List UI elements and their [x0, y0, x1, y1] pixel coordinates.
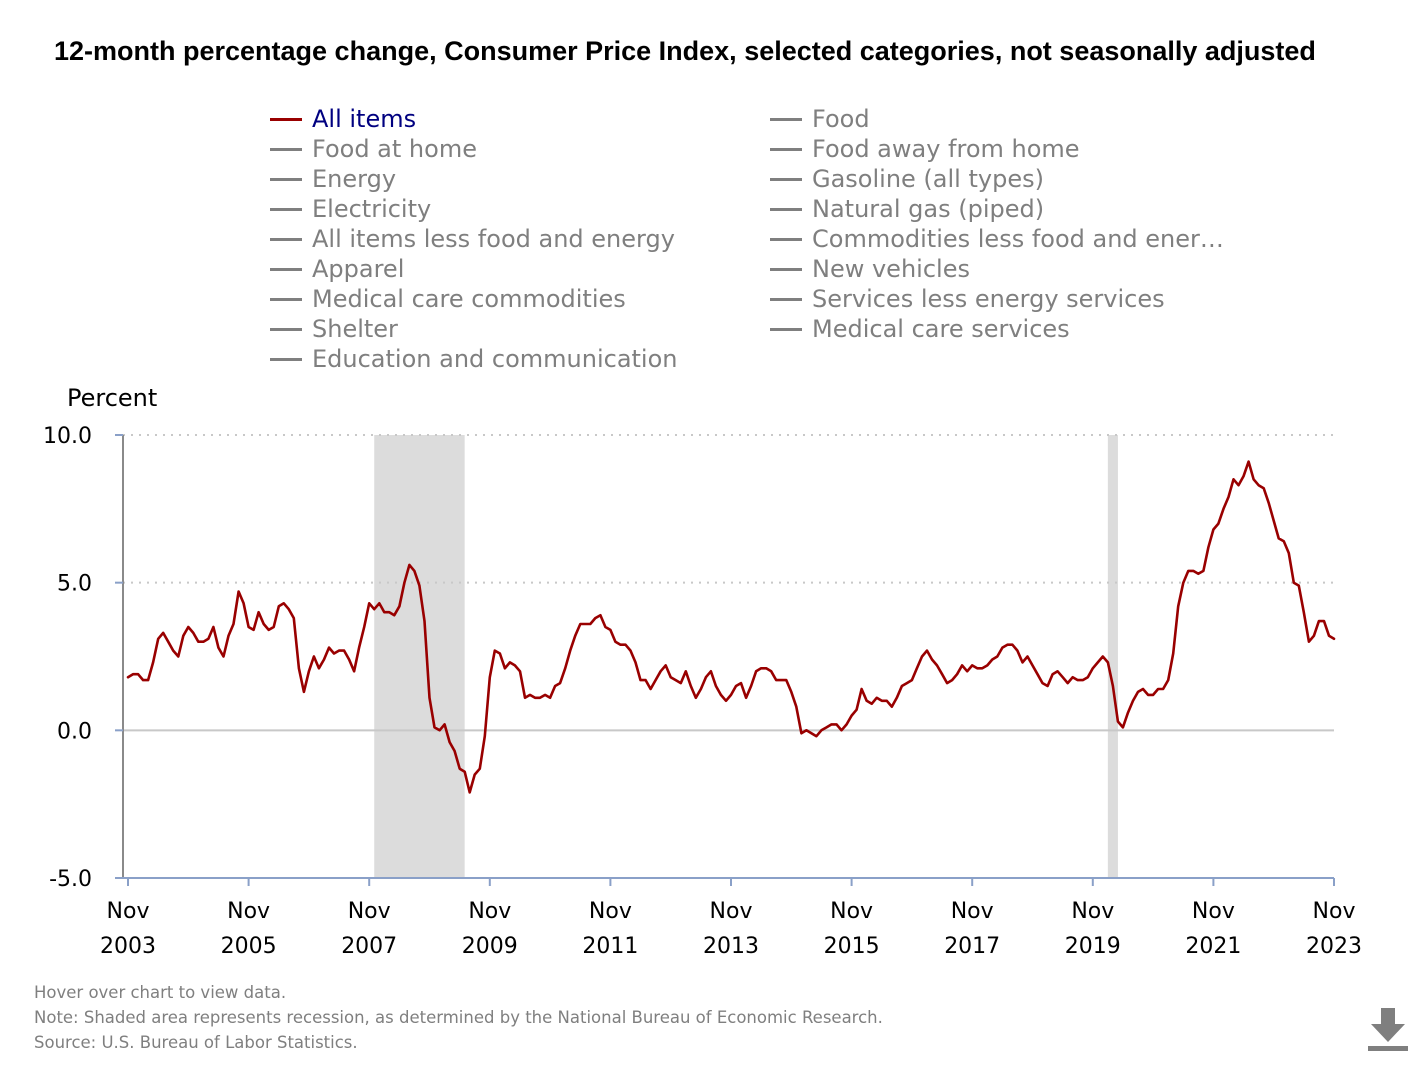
x-tick-year: 2005	[221, 934, 277, 959]
recession-note: Note: Shaded area represents recession, …	[34, 1008, 883, 1027]
download-icon	[1368, 1008, 1408, 1051]
recession-shading	[374, 435, 1118, 878]
legend-label: Food at home	[312, 135, 477, 163]
legend-swatch	[270, 267, 302, 271]
legend-item[interactable]: Medical care commodities	[270, 284, 626, 314]
legend-item[interactable]: Food away from home	[770, 134, 1080, 164]
legend-label: Gasoline (all types)	[812, 165, 1044, 193]
y-axis-ticks: 10.0 5.0 0.0 -5.0	[43, 424, 123, 892]
legend-label: Medical care commodities	[312, 285, 626, 313]
y-axis-label: Percent	[67, 384, 157, 412]
x-tick-year: 2021	[1185, 934, 1241, 959]
x-tick-month: Nov	[348, 899, 391, 924]
legend-item[interactable]: Shelter	[270, 314, 398, 344]
legend-item[interactable]: Natural gas (piped)	[770, 194, 1044, 224]
hover-note: Hover over chart to view data.	[34, 983, 287, 1002]
legend-label: All items less food and energy	[312, 225, 675, 253]
legend-item[interactable]: Apparel	[270, 254, 404, 284]
legend-swatch	[270, 297, 302, 301]
legend-swatch	[270, 117, 302, 121]
download-button[interactable]	[1366, 1006, 1410, 1052]
y-tick-label: 10.0	[43, 424, 92, 449]
legend-swatch	[770, 117, 802, 121]
x-tick-year: 2023	[1306, 934, 1362, 959]
recession-band	[1107, 435, 1118, 878]
legend-swatch	[770, 237, 802, 241]
legend-label: Services less energy services	[812, 285, 1165, 313]
chart-notes: Hover over chart to view data. Note: Sha…	[34, 980, 883, 1055]
legend-swatch	[270, 327, 302, 331]
line-chart[interactable]: Percent 10.05.00.0-5.0 Nov2003Nov2005Nov…	[0, 380, 1428, 980]
x-tick-month: Nov	[227, 899, 270, 924]
legend-label: Shelter	[312, 315, 398, 343]
legend-label: Apparel	[312, 255, 405, 283]
legend-label: Electricity	[312, 195, 432, 223]
legend-item[interactable]: New vehicles	[770, 254, 970, 284]
legend-item[interactable]: Food at home	[270, 134, 477, 164]
legend-label: Food away from home	[812, 135, 1080, 163]
legend-item[interactable]: All items less food and energy	[270, 224, 675, 254]
x-tick-month: Nov	[589, 899, 632, 924]
legend-item[interactable]: Food	[770, 104, 870, 134]
legend-swatch	[770, 297, 802, 301]
x-tick-month: Nov	[1192, 899, 1235, 924]
legend-swatch	[770, 177, 802, 181]
legend-swatch	[770, 147, 802, 151]
x-tick-year: 2011	[582, 934, 638, 959]
x-tick-month: Nov	[1313, 899, 1356, 924]
x-tick-year: 2017	[944, 934, 1000, 959]
legend-item[interactable]: Gasoline (all types)	[770, 164, 1044, 194]
legend-label: All items	[312, 105, 417, 133]
legend-label: Food	[812, 105, 870, 133]
x-tick-month: Nov	[710, 899, 753, 924]
y-tick-label: 0.0	[57, 719, 92, 744]
source-note: Source: U.S. Bureau of Labor Statistics.	[34, 1033, 358, 1052]
x-tick-year: 2009	[462, 934, 518, 959]
x-tick-month: Nov	[468, 899, 511, 924]
legend-swatch	[270, 177, 302, 181]
legend-swatch	[270, 237, 302, 241]
series-line-all-items[interactable]	[126, 460, 1336, 794]
legend-label: Natural gas (piped)	[812, 195, 1045, 223]
legend-item[interactable]: Services less energy services	[770, 284, 1165, 314]
legend-swatch	[270, 207, 302, 211]
x-tick-month: Nov	[107, 899, 150, 924]
legend-item[interactable]: Medical care services	[770, 314, 1070, 344]
legend-swatch	[770, 327, 802, 331]
legend-swatch	[270, 357, 302, 361]
legend-label: New vehicles	[812, 255, 970, 283]
legend-label: Medical care services	[812, 315, 1070, 343]
x-tick-year: 2019	[1065, 934, 1121, 959]
x-tick-month: Nov	[830, 899, 873, 924]
legend-swatch	[770, 207, 802, 211]
legend-label: Education and communication	[312, 345, 678, 373]
series-layer[interactable]	[126, 460, 1336, 794]
y-tick-label: 5.0	[57, 572, 92, 597]
y-tick-label: -5.0	[49, 867, 92, 892]
x-tick-year: 2013	[703, 934, 759, 959]
legend-item[interactable]: Energy	[270, 164, 396, 194]
legend-swatch	[270, 147, 302, 151]
legend-label: Energy	[312, 165, 397, 193]
x-tick-month: Nov	[951, 899, 994, 924]
chart-title: 12-month percentage change, Consumer Pri…	[54, 36, 1316, 66]
x-axis-ticks: Nov 2003 Nov 2005 Nov 2007 Nov 2009 Nov 2011 Nov 20…	[100, 878, 1362, 959]
legend-item[interactable]: Education and communication	[270, 344, 678, 374]
x-tick-year: 2015	[824, 934, 880, 959]
legend-swatch	[770, 267, 802, 271]
x-tick-year: 2003	[100, 934, 156, 959]
legend-item[interactable]: Electricity	[270, 194, 431, 224]
x-tick-year: 2007	[341, 934, 397, 959]
legend-item[interactable]: Commodities less food and ener…	[770, 224, 1224, 254]
legend-label: Commodities less food and ener…	[812, 225, 1224, 253]
recession-band	[374, 435, 465, 878]
legend-item[interactable]: All items	[270, 104, 416, 134]
grid-lines	[122, 434, 1334, 879]
x-tick-month: Nov	[1071, 899, 1114, 924]
